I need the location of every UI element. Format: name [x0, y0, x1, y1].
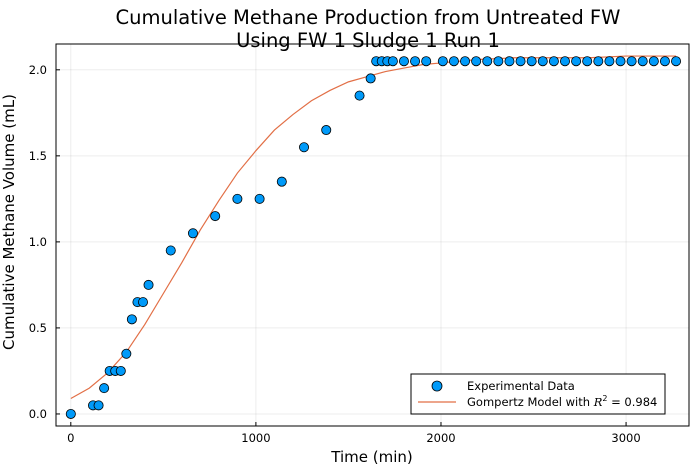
data-point — [165, 245, 176, 256]
data-point — [387, 56, 398, 67]
chart-title-line-2: Using FW 1 Sludge 1 Run 1 — [236, 29, 500, 52]
data-point — [299, 142, 310, 153]
data-point — [460, 56, 471, 67]
data-point — [659, 56, 670, 67]
legend-marker-experimental — [431, 380, 443, 392]
data-point — [671, 56, 682, 67]
data-point — [126, 314, 137, 325]
y-tick-label: 1.0 — [29, 235, 47, 249]
legend-r2-symbol: R — [593, 395, 603, 409]
data-point — [121, 348, 132, 359]
x-axis-label: Time (min) — [330, 448, 412, 466]
data-point — [637, 56, 648, 67]
data-point — [604, 56, 615, 67]
data-point — [99, 383, 110, 394]
data-point — [493, 56, 504, 67]
data-point — [321, 125, 332, 136]
y-tick-label: 2.0 — [29, 63, 47, 77]
data-point — [410, 56, 421, 67]
y-axis-label: Cumulative Methane Volume (mL) — [0, 94, 18, 350]
data-point — [648, 56, 659, 67]
data-point — [210, 211, 221, 222]
x-tick-label: 0 — [67, 431, 74, 445]
legend: Experimental Data Gompertz Model with R2… — [410, 373, 666, 415]
data-point — [471, 56, 482, 67]
y-tick-label: 0.5 — [29, 321, 47, 335]
data-point — [276, 176, 287, 187]
data-point — [354, 90, 365, 101]
data-point — [65, 408, 76, 419]
data-point — [626, 56, 637, 67]
data-point — [143, 279, 154, 290]
axis-ticks: 0 1000 2000 3000 0.0 0.5 1.0 1.5 2.0 — [29, 63, 641, 445]
data-point — [559, 56, 570, 67]
data-point — [232, 193, 243, 204]
data-point — [421, 56, 432, 67]
experimental-data-series — [65, 56, 682, 419]
gompertz-model-line — [70, 55, 677, 399]
y-tick-label: 1.5 — [29, 149, 47, 163]
legend-label-gompertz: Gompertz Model with R2 = 0.984 — [467, 394, 657, 409]
data-point — [137, 297, 148, 308]
data-point — [448, 56, 459, 67]
data-point — [515, 56, 526, 67]
data-point — [187, 228, 198, 239]
data-point — [593, 56, 604, 67]
legend-gompertz-prefix: Gompertz Model with — [467, 395, 594, 409]
data-point — [115, 365, 126, 376]
legend-label-experimental: Experimental Data — [467, 379, 575, 393]
data-point — [504, 56, 515, 67]
data-point — [548, 56, 559, 67]
data-point — [482, 56, 493, 67]
plot-frame — [55, 43, 690, 427]
data-point — [526, 56, 537, 67]
y-tick-label: 0.0 — [29, 407, 47, 421]
data-point — [615, 56, 626, 67]
data-point — [437, 56, 448, 67]
chart-title-line-1: Cumulative Methane Production from Untre… — [116, 6, 621, 29]
legend-gompertz-suffix: = 0.984 — [607, 395, 657, 409]
x-tick-label: 3000 — [611, 431, 640, 445]
data-point — [398, 56, 409, 67]
data-point — [537, 56, 548, 67]
data-point — [93, 400, 104, 411]
data-point — [571, 56, 582, 67]
x-tick-label: 1000 — [241, 431, 270, 445]
gompertz-model-series — [70, 55, 677, 399]
data-point — [582, 56, 593, 67]
data-point — [365, 73, 376, 84]
x-tick-label: 2000 — [426, 431, 455, 445]
grid — [56, 44, 689, 426]
legend-r2-exponent: 2 — [602, 394, 607, 403]
legend-box — [410, 373, 666, 415]
data-point — [254, 193, 265, 204]
